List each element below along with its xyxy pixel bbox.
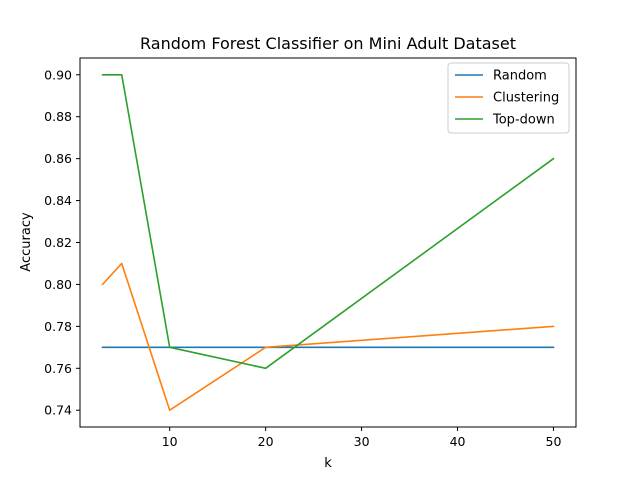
x-tick-label: 50	[546, 434, 562, 449]
series-line-clustering	[101, 262, 555, 412]
series-line-top-down	[101, 73, 555, 370]
legend-box	[447, 62, 570, 134]
x-tick-label: 30	[354, 434, 370, 449]
y-tick-label: 0.80	[44, 277, 72, 292]
legend-label-random: Random	[493, 69, 547, 84]
y-tick-label: 0.86	[44, 151, 72, 166]
y-tick-label: 0.74	[44, 403, 72, 418]
y-axis-ticks: 0.74 0.76 0.78 0.80 0.82 0.84 0.86 0.88 0.90	[44, 67, 80, 418]
y-tick-label: 0.82	[44, 235, 72, 250]
legend-label-top-down: Top-down	[492, 113, 555, 128]
x-tick-label: 20	[258, 434, 274, 449]
x-tick-label: 40	[450, 434, 466, 449]
y-tick-label: 0.84	[44, 193, 72, 208]
x-tick-label: 10	[162, 434, 178, 449]
y-tick-label: 0.88	[44, 109, 72, 124]
legend-label-clustering: Clustering	[493, 91, 559, 106]
x-axis-ticks: 10 20 30 40 50	[162, 427, 562, 449]
y-tick-label: 0.76	[44, 361, 72, 376]
chart-title: Random Forest Classifier on Mini Adult D…	[140, 34, 516, 53]
series-layer	[101, 73, 555, 412]
plot-frame	[79, 57, 577, 428]
legend: Random Clustering Top-down	[447, 62, 570, 134]
x-axis-label: k	[324, 456, 332, 471]
y-tick-label: 0.78	[44, 319, 72, 334]
y-tick-label: 0.90	[44, 67, 72, 82]
y-axis-label: Accuracy	[19, 212, 34, 272]
